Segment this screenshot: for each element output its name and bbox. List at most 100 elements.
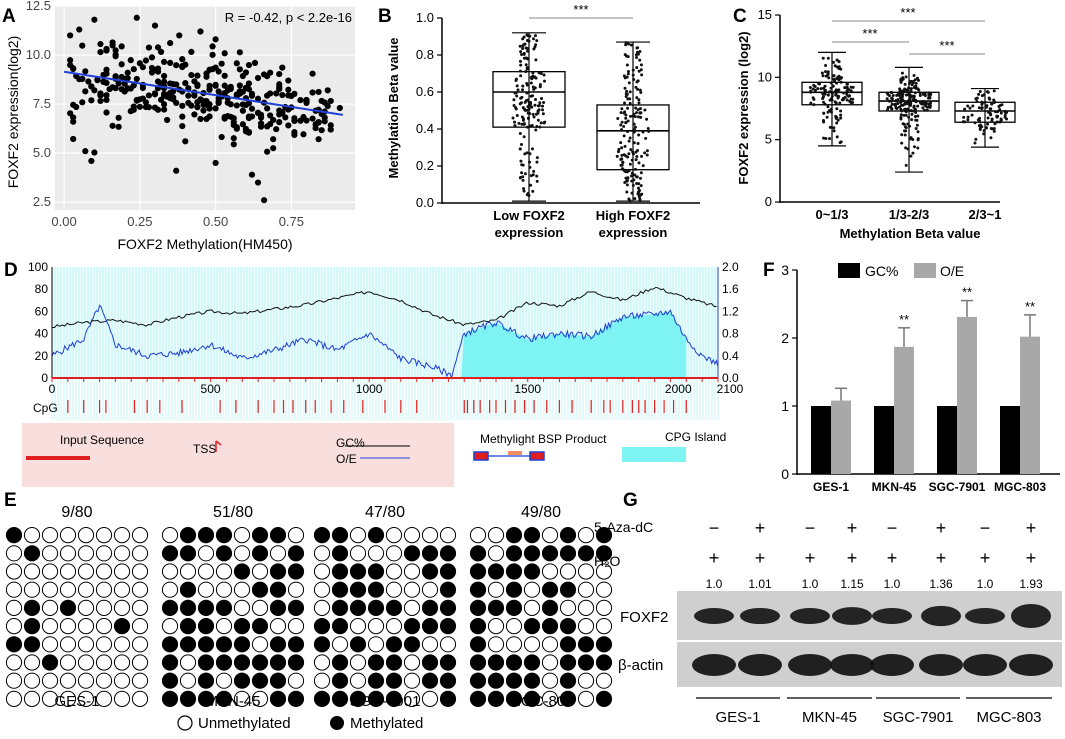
box-dot xyxy=(980,106,984,110)
scatter-point xyxy=(148,54,156,61)
unmethylated-site xyxy=(5,690,23,708)
box-dot xyxy=(989,107,993,111)
box-plot-b: 0.0 0.2 0.4 0.6 0.8 1.0 Low FOXF2 expression Hig… xyxy=(416,2,700,240)
scatter-point xyxy=(182,79,189,87)
box-dot xyxy=(835,107,839,111)
unmethylated-site xyxy=(113,636,131,653)
box-dot xyxy=(824,74,828,78)
scatter-point xyxy=(245,114,253,122)
box-dot xyxy=(966,118,970,122)
methylated-site xyxy=(331,581,349,598)
box-dot xyxy=(924,101,928,105)
unmethylated-site xyxy=(287,581,305,598)
methylated-site xyxy=(197,654,215,671)
box-dot xyxy=(832,74,836,78)
bar-f-category: MKN-45 xyxy=(872,480,917,494)
box-dot xyxy=(912,145,916,149)
box-dot xyxy=(636,142,640,146)
box-dot xyxy=(829,86,833,90)
scatter-point xyxy=(327,122,334,129)
box-dot xyxy=(625,183,629,187)
box-dot xyxy=(914,86,918,90)
box-dot xyxy=(633,173,637,177)
box-dot xyxy=(519,96,523,100)
methylated-site xyxy=(59,599,77,617)
methylated-site xyxy=(287,690,305,708)
box-dot xyxy=(622,74,626,78)
box-dot xyxy=(529,101,533,105)
box-dot xyxy=(992,89,996,93)
scatter-point xyxy=(115,123,122,130)
methylated-site xyxy=(179,545,197,562)
cpg-right-tick: 1.6 xyxy=(722,282,739,296)
cpg-left-tick: 60 xyxy=(35,304,49,318)
box-dot xyxy=(906,107,910,111)
scatter-point xyxy=(206,105,213,112)
box-dot xyxy=(974,97,978,101)
box-dot xyxy=(635,55,639,59)
box-dot xyxy=(524,70,528,74)
box-dot xyxy=(520,163,524,167)
regression-line xyxy=(63,70,344,116)
box-dot xyxy=(830,94,834,98)
scatter-point xyxy=(97,40,104,48)
unmethylated-site xyxy=(349,654,367,671)
box-dot xyxy=(645,117,649,121)
methylated-site xyxy=(251,545,269,562)
scatter-point xyxy=(85,78,92,85)
scatter-point xyxy=(209,43,216,50)
sig-label: *** xyxy=(862,26,877,41)
box-dot xyxy=(824,70,828,74)
unmethylated-site xyxy=(251,690,269,708)
box-dot xyxy=(626,155,630,159)
box-dot xyxy=(514,78,518,82)
group-name: GES-1 xyxy=(715,709,760,726)
methylated-site xyxy=(349,636,367,653)
box-dot xyxy=(637,98,641,102)
box-dot xyxy=(966,104,970,108)
box-dot xyxy=(526,49,530,53)
methylated-site xyxy=(233,672,251,689)
unmethylated-site xyxy=(287,527,305,544)
box-dot xyxy=(523,172,527,176)
methylated-site xyxy=(287,563,305,580)
scatter-point xyxy=(145,92,153,99)
methylated-site xyxy=(469,581,487,598)
scatter-point xyxy=(127,108,134,115)
box-dot xyxy=(973,141,977,145)
unmethylated-site xyxy=(367,618,385,635)
methylated-site xyxy=(367,581,385,598)
box-dot xyxy=(636,192,640,196)
box-dot xyxy=(844,86,848,90)
methylated-site xyxy=(385,654,403,671)
methylated-site xyxy=(287,599,305,617)
scatter-point xyxy=(67,57,74,64)
box-dot xyxy=(982,129,986,133)
unmethylated-site xyxy=(577,618,595,635)
box-dot xyxy=(529,81,533,85)
actin-band xyxy=(870,654,914,676)
methylated-site xyxy=(595,636,613,653)
box-dot xyxy=(900,133,904,137)
box-dot xyxy=(646,126,650,130)
scatter-point xyxy=(315,88,322,96)
h2o-sign: + xyxy=(980,548,991,568)
scatter-point xyxy=(139,95,146,102)
scatter-point xyxy=(224,99,231,106)
box-dot xyxy=(831,84,835,88)
bar-h2o xyxy=(1000,406,1020,474)
unmethylated-site xyxy=(523,599,541,617)
box-dot xyxy=(841,96,845,100)
aza-sign: − xyxy=(805,518,816,538)
box-dot xyxy=(634,158,638,162)
box-dot xyxy=(914,127,918,131)
box-dot xyxy=(525,67,529,71)
box-dot xyxy=(643,151,647,155)
scatter-ytick: 10.0 xyxy=(26,47,51,62)
scatter-point xyxy=(103,109,110,116)
scatter-point xyxy=(264,148,271,155)
box-dot xyxy=(520,115,524,119)
unmethylated-site xyxy=(313,545,331,562)
scatter-xtick: 0.50 xyxy=(203,214,228,229)
unmethylated-site xyxy=(5,563,23,580)
